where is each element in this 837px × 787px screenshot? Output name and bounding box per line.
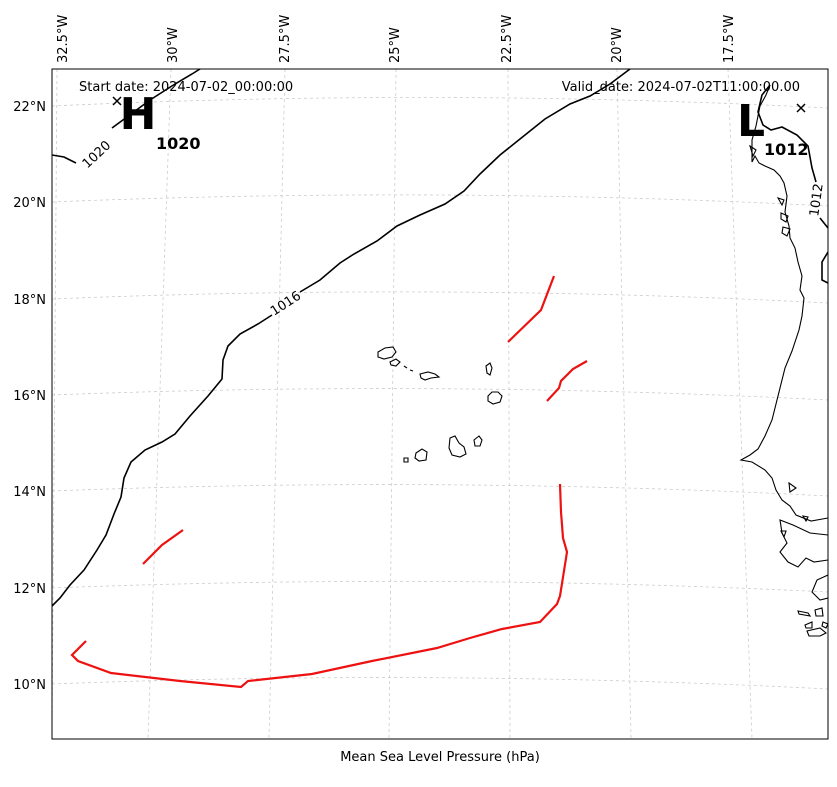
santo-antao [377,346,397,360]
guinea-islands [797,607,828,637]
start-date-text: Start date: 2024-07-02_00:00:00 [79,80,293,95]
lon-tick-label: 17.5°W [722,15,737,63]
lat-tick-label: 22°N [13,100,46,115]
isobar-1020-west [52,154,77,164]
bissagos-detail [780,481,809,539]
isobar-label-1016: 1016 [268,289,304,320]
lon-tick-label: 25°W [388,27,403,63]
lon-tick-label: 32.5°W [56,15,71,63]
sal [485,362,493,376]
graticule [52,69,828,739]
map-xlabel: Mean Sea Level Pressure (hPa) [340,750,540,765]
front-north-1 [507,275,556,343]
lon-tick-label: 27.5°W [278,15,293,63]
fogo [414,448,428,462]
brava [403,457,409,463]
meridian-17-5w [727,69,753,739]
isobar-label-1020: 1020 [80,138,114,172]
lon-tick-label: 30°W [166,27,181,63]
sao-vicente [389,358,401,367]
lat-tick-label: 18°N [13,293,46,308]
canary-islands [749,144,791,237]
low-letter: L [737,96,765,147]
parallel-22n [52,97,828,109]
front-north-2 [546,360,588,402]
africa-coast [739,84,828,522]
map-frame [51,68,829,740]
santiago [448,435,467,458]
front-south [70,483,569,689]
low-center-marker-icon [796,103,806,113]
low-value: 1012 [764,140,809,159]
parallel-18n [52,291,828,304]
isobar-1012-edge [821,251,828,284]
fronts [70,275,588,689]
front-west [142,529,184,565]
valid-date-text: Valid_date: 2024-07-02T11:00:00.00 [562,80,800,95]
meridian-22-5w [507,69,511,739]
meridian-30w [147,69,172,739]
meridian-20w [616,69,632,739]
lat-tick-label: 10°N [13,678,46,693]
low-pressure-center: L 1012 [737,96,809,159]
santa-luzia [403,365,414,372]
africa-coast-south [779,519,828,601]
meridian-25w [388,69,397,739]
parallel-14n [52,484,828,497]
isobars [52,69,828,607]
coastlines [377,84,828,637]
high-center-marker-icon [112,96,122,106]
lon-tick-label: 20°W [610,27,625,63]
isobar-1012-east [757,84,828,229]
high-pressure-center: H 1020 [112,89,201,153]
lat-tick-label: 20°N [13,196,46,211]
boa-vista [487,391,503,405]
lat-tick-label: 14°N [13,485,46,500]
lat-tick-label: 12°N [13,582,46,597]
meridian-32-5w [52,69,58,739]
isobar-label-1012: 1012 [807,183,826,218]
meridian-27-5w [268,69,286,739]
isobar-1016-main [52,69,631,607]
parallel-16n [52,388,828,401]
parallel-12n [52,580,828,593]
parallel-10n [52,677,828,690]
high-value: 1020 [156,134,201,153]
lon-tick-label: 22.5°W [500,15,515,63]
lat-tick-label: 16°N [13,389,46,404]
maio [473,435,483,447]
isobar-1020-east [111,69,201,129]
sao-nicolau [419,371,441,381]
high-letter: H [120,89,157,140]
parallel-20n [52,194,828,207]
